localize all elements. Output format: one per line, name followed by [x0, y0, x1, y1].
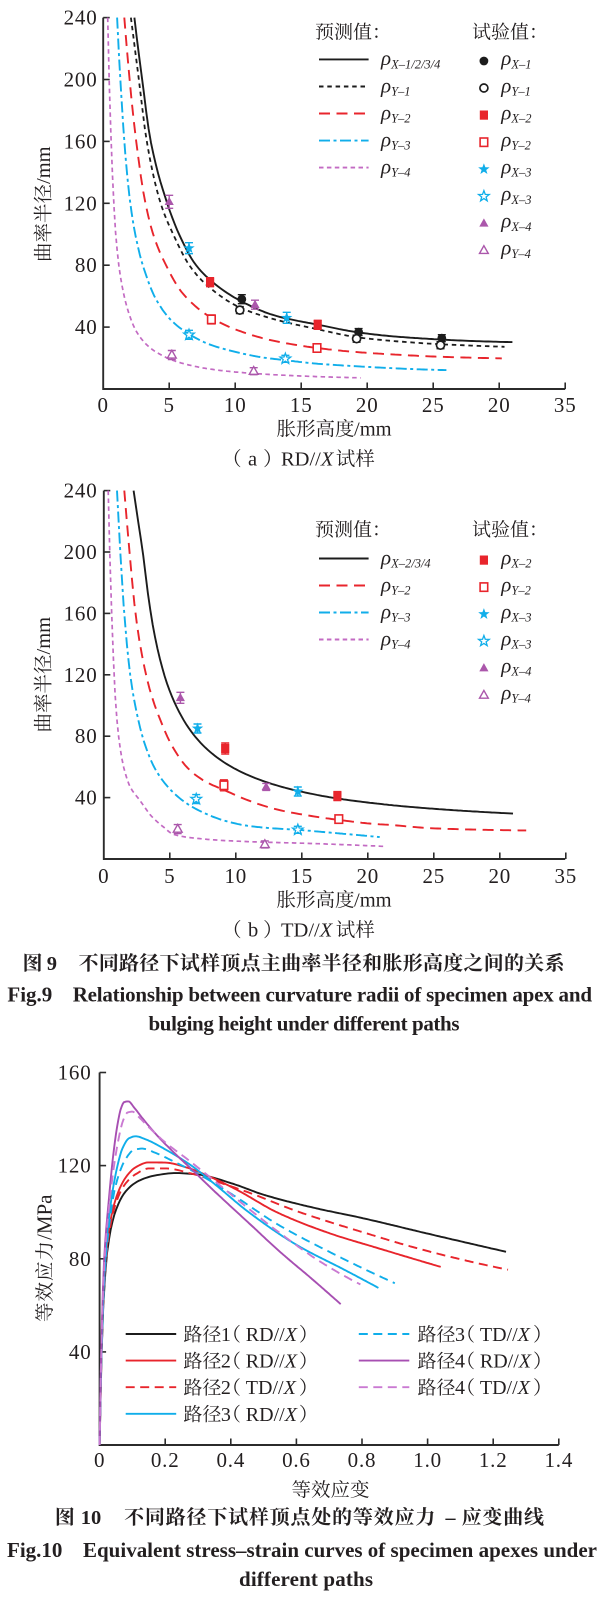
svg-text:160: 160 [64, 129, 98, 153]
svg-text:120: 120 [64, 191, 98, 215]
svg-text:25: 25 [422, 393, 445, 417]
svg-text:TD//X: TD//X [281, 920, 334, 942]
svg-text:240: 240 [64, 479, 98, 503]
svg-text:160: 160 [58, 1061, 92, 1085]
svg-text:20: 20 [488, 393, 511, 417]
svg-text:4: 4 [455, 1351, 465, 1373]
svg-text:80: 80 [69, 1247, 92, 1271]
svg-text:/mm: /mm [33, 617, 55, 655]
svg-text:4: 4 [455, 1377, 465, 1399]
svg-text:15: 15 [290, 864, 313, 888]
svg-text:10: 10 [224, 393, 247, 417]
svg-text:20: 20 [356, 393, 379, 417]
svg-text:/mm: /mm [354, 419, 392, 441]
svg-text:0: 0 [98, 864, 109, 888]
svg-text:ρX–3: ρX–3 [500, 626, 531, 651]
svg-text:240: 240 [64, 6, 98, 30]
svg-text:40: 40 [75, 786, 98, 810]
svg-text:120: 120 [58, 1154, 92, 1178]
svg-text:35: 35 [554, 864, 577, 888]
svg-text:RD//X: RD//X [281, 449, 335, 471]
svg-text:RD//X: RD//X [246, 1351, 298, 1373]
svg-text:–: – [445, 1507, 457, 1529]
svg-text:2: 2 [221, 1351, 231, 1373]
svg-text:15: 15 [290, 393, 313, 417]
svg-text:0.6: 0.6 [282, 1448, 311, 1472]
svg-text:RD//X: RD//X [246, 1404, 298, 1426]
svg-text:1: 1 [221, 1324, 231, 1346]
svg-text:0.2: 0.2 [151, 1448, 180, 1472]
svg-text:b: b [248, 920, 258, 942]
svg-text:TD//X: TD//X [480, 1324, 531, 1346]
svg-text:2: 2 [221, 1377, 231, 1399]
svg-text:a: a [248, 449, 257, 471]
svg-text:200: 200 [64, 68, 98, 92]
svg-text:1.4: 1.4 [544, 1448, 573, 1472]
svg-text:Fig.9: Fig.9 [7, 983, 52, 1007]
svg-text:RD//X: RD//X [246, 1324, 298, 1346]
svg-text:20: 20 [356, 864, 379, 888]
svg-text:5: 5 [164, 393, 175, 417]
svg-text:RD//X: RD//X [480, 1351, 532, 1373]
svg-text:10: 10 [224, 864, 247, 888]
svg-text:40: 40 [75, 315, 98, 339]
svg-text:120: 120 [64, 663, 98, 687]
svg-text:1.0: 1.0 [413, 1448, 442, 1472]
svg-text:5: 5 [164, 864, 175, 888]
svg-text:3: 3 [221, 1404, 231, 1426]
svg-text:ρY–4: ρY–4 [500, 680, 531, 705]
svg-text:different paths: different paths [239, 1567, 373, 1591]
svg-text:20: 20 [488, 864, 511, 888]
svg-text:0.8: 0.8 [348, 1448, 377, 1472]
svg-text:/MPa: /MPa [33, 1194, 57, 1240]
svg-text:10: 10 [81, 1507, 102, 1529]
svg-text:TD//X: TD//X [480, 1377, 531, 1399]
svg-text:80: 80 [75, 253, 98, 277]
svg-text:bulging height under different: bulging height under different paths [149, 1012, 460, 1036]
svg-text:160: 160 [64, 601, 98, 625]
svg-text:/mm: /mm [354, 890, 392, 912]
svg-text:9: 9 [47, 953, 57, 975]
svg-text:Equivalent stress–strain curve: Equivalent stress–strain curves of speci… [83, 1538, 597, 1562]
svg-text:Fig.10: Fig.10 [7, 1538, 62, 1562]
svg-text:3: 3 [455, 1324, 465, 1346]
svg-text:35: 35 [554, 393, 577, 417]
svg-text:0: 0 [94, 1448, 105, 1472]
svg-text:0.4: 0.4 [216, 1448, 245, 1472]
svg-text:25: 25 [422, 864, 445, 888]
svg-text:1.2: 1.2 [479, 1448, 508, 1472]
svg-text:40: 40 [69, 1340, 92, 1364]
svg-text:TD//X: TD//X [246, 1377, 297, 1399]
svg-text:Relationship between curvature: Relationship between curvature radii of … [73, 983, 593, 1007]
svg-text:80: 80 [75, 724, 98, 748]
svg-text:0: 0 [98, 393, 109, 417]
svg-text:200: 200 [64, 540, 98, 564]
svg-text:/mm: /mm [33, 146, 55, 184]
svg-text:ρY–2: ρY–2 [500, 572, 531, 597]
